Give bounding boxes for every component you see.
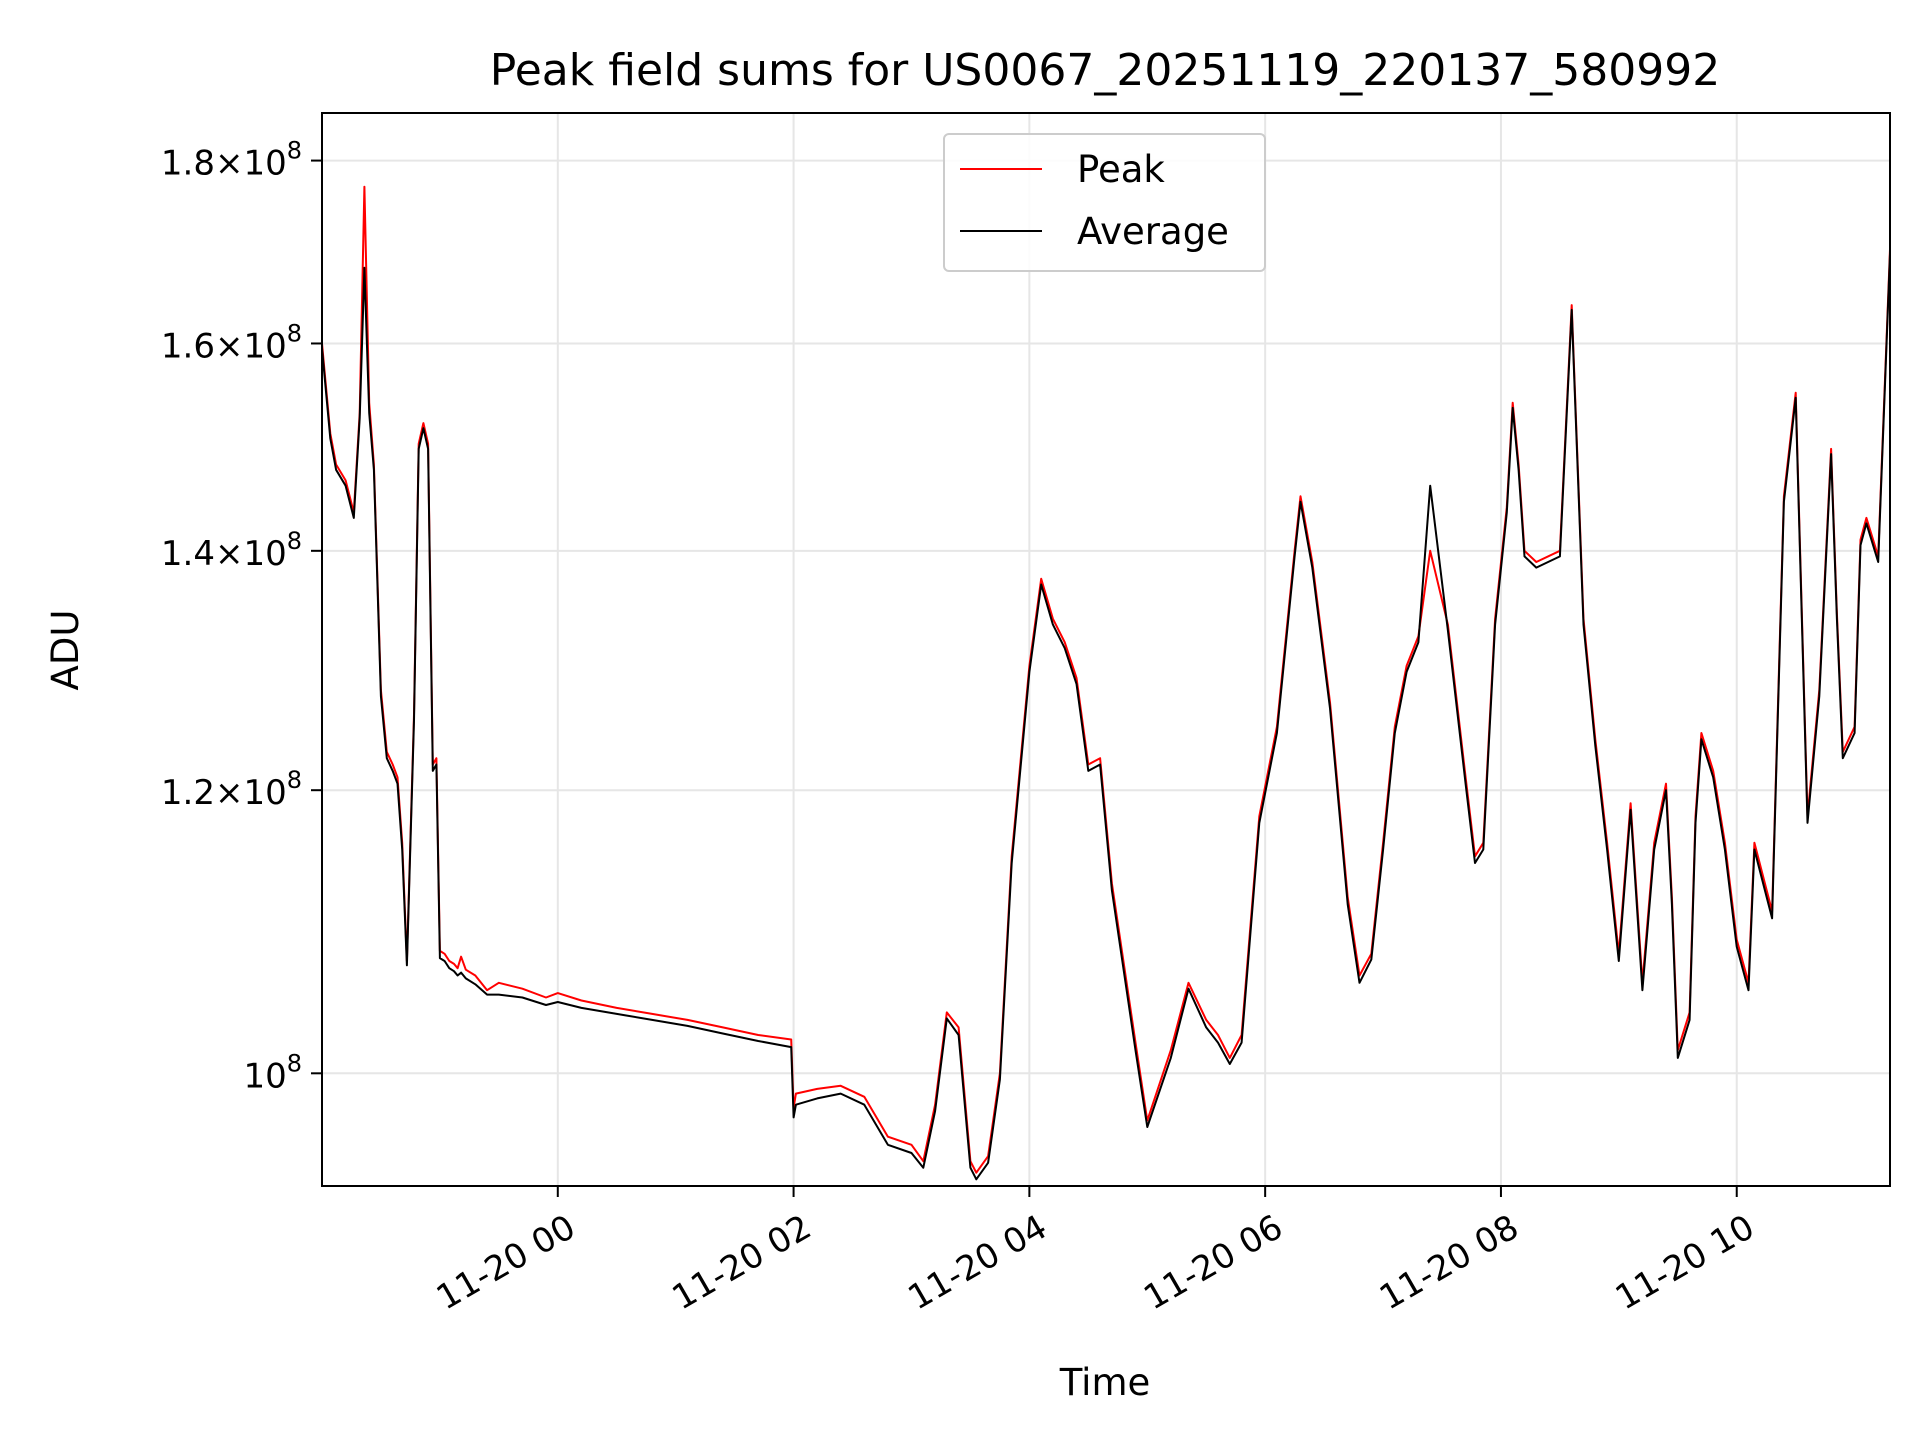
y-tick-base: 1.2×10 <box>161 773 287 813</box>
y-tick-exponent: 8 <box>287 319 302 347</box>
axes-frame <box>321 112 1891 1187</box>
y-tick-label: 1.2×108 <box>161 766 302 813</box>
y-tick-base: 1.8×10 <box>161 144 287 184</box>
y-axis-label: ADU <box>44 610 87 691</box>
y-tick-base: 1.4×10 <box>161 534 287 574</box>
y-tick-exponent: 8 <box>287 137 302 165</box>
y-tick-exponent: 8 <box>287 1049 302 1077</box>
legend-average-label: Average <box>1077 210 1229 253</box>
y-tick-base: 1.6×10 <box>161 326 287 366</box>
legend: Peak Average <box>943 133 1266 272</box>
plot-area <box>321 185 1891 1181</box>
y-tick-label: 1.8×108 <box>161 137 302 184</box>
x-axis-label: Time <box>1059 1361 1151 1404</box>
y-tick-label: 108 <box>243 1049 302 1096</box>
y-tick-base: 10 <box>243 1056 286 1096</box>
series-line-average <box>321 253 1891 1181</box>
y-tick-label: 1.4×108 <box>161 527 302 574</box>
y-tick-exponent: 8 <box>287 527 302 555</box>
y-tick-exponent: 8 <box>287 766 302 794</box>
y-tick-label: 1.6×108 <box>161 319 302 366</box>
legend-peak-label: Peak <box>1077 148 1165 191</box>
chart-title: Peak field sums for US0067_20251119_2201… <box>490 45 1720 96</box>
